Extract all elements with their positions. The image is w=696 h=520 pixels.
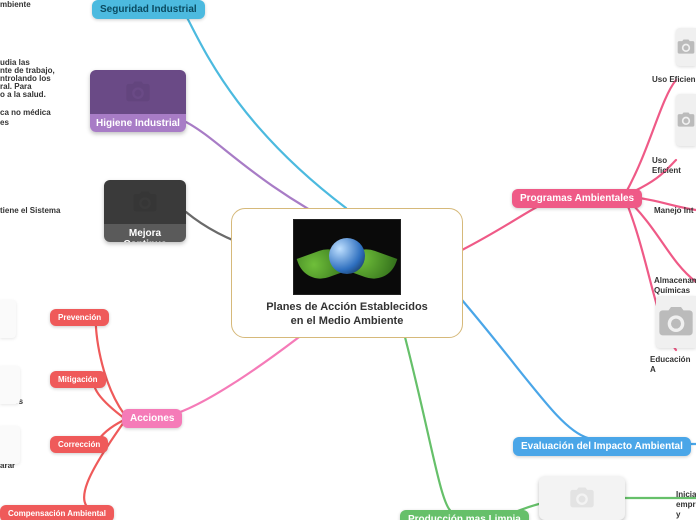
leaf-uso2: Uso Eficient <box>652 156 696 175</box>
leaf-alm2: Químicas <box>654 286 690 296</box>
edge <box>184 12 346 208</box>
lefttext-amb: mbiente <box>0 0 31 10</box>
node-prev[interactable]: Prevención <box>50 309 109 326</box>
empty-image-node[interactable] <box>539 476 625 520</box>
lefttext-hig5: o a la salud. <box>0 90 46 100</box>
node-comp[interactable]: Compensación Ambiental <box>0 505 114 520</box>
leaf-ini3: y Emisio <box>676 510 696 520</box>
node-acciones[interactable]: Acciones <box>122 409 182 428</box>
left-cutbox-2 <box>0 426 20 464</box>
node-mit[interactable]: Mitigación <box>50 371 106 388</box>
edge <box>400 318 452 512</box>
node-higiene[interactable]: Higiene Industrial <box>90 70 186 132</box>
left-cutbox-1 <box>0 366 20 404</box>
lefttext-hig6: ca no médica <box>0 108 51 118</box>
center-image <box>293 219 401 295</box>
leaf-manejo: Manejo Int <box>654 206 694 216</box>
node-corr[interactable]: Corrección <box>50 436 108 453</box>
leaf-alm1: Almacenam <box>654 276 696 286</box>
right-cutbox-1 <box>676 94 696 146</box>
node-prod[interactable]: Producción mas Limpia <box>400 510 529 520</box>
edge <box>624 80 676 196</box>
right-cutbox-0 <box>676 28 696 66</box>
center-title: Planes de Acción Establecidos en el Medi… <box>250 301 444 329</box>
node-eval[interactable]: Evaluación del Impacto Ambiental <box>513 437 691 456</box>
leaf-uso1: Uso Eficien <box>652 75 696 85</box>
node-mejora[interactable]: Mejora Continua <box>104 180 186 242</box>
leaf-ini1: Iniciativ <box>676 490 696 500</box>
lefttext-mej1: tiene el Sistema <box>0 206 60 216</box>
center-node[interactable]: Planes de Acción Establecidos en el Medi… <box>231 208 463 338</box>
edge <box>462 300 588 438</box>
left-cutbox-0 <box>0 300 16 338</box>
leaf-ini2: empresa <box>676 500 696 510</box>
node-prog[interactable]: Programas Ambientales <box>512 189 642 208</box>
leaf-edu: Educación A <box>650 355 696 374</box>
node-seguridad[interactable]: Seguridad Industrial <box>92 0 205 19</box>
right-cutbox-2 <box>656 296 696 348</box>
edge <box>96 320 124 414</box>
lefttext-hig7: es <box>0 118 9 128</box>
